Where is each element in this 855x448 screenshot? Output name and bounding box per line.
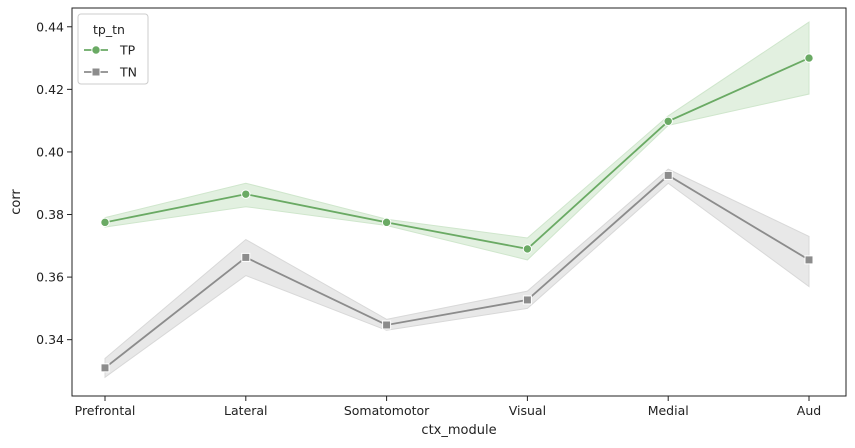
- y-tick-label: 0.44: [36, 19, 64, 34]
- legend-marker-tn: [91, 67, 101, 77]
- x-tick-label: Prefrontal: [75, 403, 136, 418]
- data-point-tp: [241, 189, 251, 199]
- x-axis: Prefrontal Lateral Somatomotor Visual Medial…: [75, 396, 821, 418]
- data-point-tn: [804, 255, 814, 265]
- data-point-tn: [663, 170, 673, 180]
- data-point-tn: [382, 320, 392, 330]
- x-tick-label: Lateral: [224, 403, 268, 418]
- y-axis: 0.34 0.36 0.38 0.40 0.42 0.44: [36, 19, 72, 347]
- confidence-bands: [104, 21, 810, 379]
- series-lines: [104, 57, 810, 369]
- data-point-tn: [522, 295, 532, 305]
- legend: tp_tn TP TN: [77, 13, 149, 85]
- x-tick-label: Aud: [797, 403, 821, 418]
- legend-box: [77, 13, 149, 85]
- data-point-tp: [522, 244, 533, 254]
- x-tick-label: Visual: [509, 403, 546, 418]
- legend-title: tp_tn: [93, 22, 125, 37]
- data-point-tn: [100, 363, 110, 373]
- series-line-tp: [104, 57, 810, 250]
- x-tick-label: Medial: [648, 403, 689, 418]
- data-point-tn: [241, 252, 251, 262]
- y-tick-label: 0.42: [36, 82, 64, 97]
- x-axis-label: ctx_module: [421, 423, 496, 438]
- legend-marker-tp: [91, 45, 101, 55]
- x-tick-label: Somatomotor: [344, 403, 430, 418]
- data-point-tp: [804, 53, 814, 63]
- ci-band-tn: [104, 168, 810, 379]
- series-line-tn: [104, 174, 810, 369]
- y-axis-label: corr: [9, 189, 24, 215]
- y-tick-label: 0.36: [36, 270, 64, 285]
- series-markers: [100, 53, 814, 373]
- data-point-tp: [381, 217, 392, 228]
- plot-area-frame: [71, 7, 847, 397]
- data-point-tp: [100, 217, 110, 228]
- legend-label-tn: TN: [119, 65, 137, 80]
- y-tick-label: 0.40: [36, 144, 64, 159]
- y-tick-label: 0.38: [36, 207, 64, 222]
- data-point-tp: [663, 116, 673, 126]
- ci-band-tp: [104, 21, 810, 261]
- legend-label-tp: TP: [119, 43, 136, 58]
- y-tick-label: 0.34: [36, 332, 64, 347]
